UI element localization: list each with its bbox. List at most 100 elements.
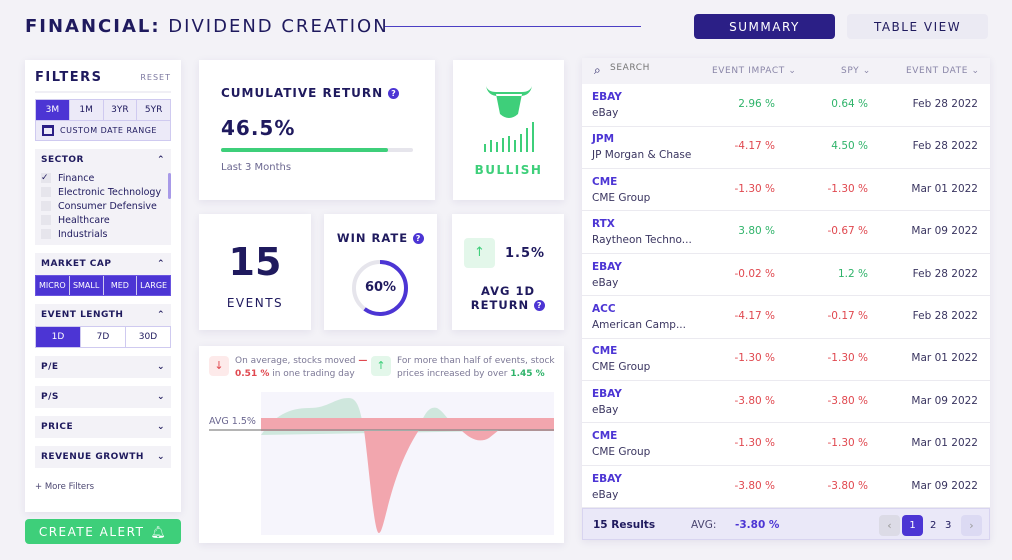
spy-value: 0.64 % bbox=[831, 98, 868, 110]
spy-value: -1.30 % bbox=[827, 182, 868, 195]
sector-consumer-defensive[interactable]: Consumer Defensive bbox=[35, 199, 171, 213]
period-1m[interactable]: 1M bbox=[69, 100, 104, 120]
ticker[interactable]: CME bbox=[592, 175, 618, 188]
insights-chart-card: ↓ On average, stocks moved — 0.51 % in o… bbox=[199, 346, 564, 543]
cap-large[interactable]: LARGE bbox=[137, 276, 170, 295]
table-footer: 15 Results AVG: -3.80 % ‹ 1 2 3 › bbox=[582, 508, 990, 540]
search-input[interactable] bbox=[610, 63, 690, 73]
events-card: 15 EVENTS bbox=[199, 214, 311, 330]
custom-date-range-button[interactable]: CUSTOM DATE RANGE bbox=[35, 121, 171, 141]
table-row[interactable]: ACC American Camp... -4.17 % -0.17 % Feb… bbox=[582, 296, 990, 339]
avg-return-label: AVG 1D bbox=[480, 284, 535, 298]
page-2-button[interactable]: 2 bbox=[930, 520, 937, 531]
page-title: FINANCIAL: DIVIDEND CREATION bbox=[25, 16, 389, 37]
col-event-date[interactable]: EVENT DATE ⌄ bbox=[906, 66, 980, 76]
table-row[interactable]: EBAY eBay -3.80 % -3.80 % Mar 09 2022 bbox=[582, 466, 990, 509]
event-date: Mar 01 2022 bbox=[911, 437, 978, 450]
event-date: Mar 09 2022 bbox=[911, 479, 978, 492]
filter-price[interactable]: PRICE ⌄ bbox=[35, 416, 171, 438]
ticker[interactable]: CME bbox=[592, 430, 618, 443]
table-row[interactable]: EBAY eBay -3.80 % -3.80 % Mar 09 2022 bbox=[582, 381, 990, 424]
table-row[interactable]: CME CME Group -1.30 % -1.30 % Mar 01 202… bbox=[582, 169, 990, 212]
ticker[interactable]: EBAY bbox=[592, 387, 622, 400]
sector-finance[interactable]: ✓ Finance bbox=[41, 172, 95, 184]
event-date: Mar 01 2022 bbox=[911, 352, 978, 365]
filter-revenue-growth[interactable]: REVENUE GROWTH ⌄ bbox=[35, 446, 171, 468]
sector-healthcare[interactable]: Healthcare bbox=[35, 213, 171, 227]
cap-small[interactable]: SMALL bbox=[69, 276, 104, 295]
ticker[interactable]: CME bbox=[592, 345, 618, 358]
cap-micro[interactable]: MICRO bbox=[36, 276, 70, 295]
checkbox-checked-icon: ✓ bbox=[41, 173, 51, 183]
page-3-button[interactable]: 3 bbox=[945, 520, 952, 531]
page-1-button[interactable]: 1 bbox=[902, 515, 923, 536]
table-row[interactable]: RTX Raytheon Techno... 3.80 % -0.67 % Ma… bbox=[582, 211, 990, 254]
chevron-down-icon: ⌄ bbox=[156, 362, 165, 372]
cumulative-return-card: CUMULATIVE RETURN ? 46.5% Last 3 Months bbox=[199, 60, 435, 200]
cap-med[interactable]: MED bbox=[103, 276, 138, 295]
event-date: Mar 09 2022 bbox=[911, 394, 978, 407]
period-3m[interactable]: 3M bbox=[36, 100, 70, 120]
event-impact: -1.30 % bbox=[734, 437, 775, 450]
event-impact: -1.30 % bbox=[734, 182, 775, 195]
ticker[interactable]: ACC bbox=[592, 303, 616, 315]
period-5yr[interactable]: 5YR bbox=[137, 100, 170, 120]
events-label: EVENTS bbox=[226, 296, 284, 310]
filter-pe[interactable]: P/E ⌄ bbox=[35, 356, 171, 378]
spy-value: -1.30 % bbox=[827, 437, 868, 450]
sector-label: SECTOR bbox=[41, 155, 84, 165]
chevron-up-icon[interactable]: ⌃ bbox=[156, 155, 165, 165]
cumulative-return-value: 46.5% bbox=[221, 116, 296, 140]
company-name: eBay bbox=[592, 107, 619, 119]
table-row[interactable]: EBAY eBay 2.96 % 0.64 % Feb 28 2022 bbox=[582, 84, 990, 127]
spy-value: -0.67 % bbox=[827, 225, 868, 238]
col-spy[interactable]: SPY ⌄ bbox=[841, 66, 871, 76]
length-1d[interactable]: 1D bbox=[36, 327, 81, 347]
more-filters-link[interactable]: + More Filters bbox=[35, 482, 95, 492]
chevron-down-icon: ⌄ bbox=[156, 422, 165, 432]
ticker[interactable]: RTX bbox=[592, 218, 615, 231]
ticker[interactable]: EBAY bbox=[592, 472, 622, 485]
help-icon[interactable]: ? bbox=[413, 233, 425, 244]
period-3yr[interactable]: 3YR bbox=[103, 100, 138, 120]
length-30d[interactable]: 30D bbox=[126, 327, 170, 347]
avg-move-text: On average, stocks moved — 0.51 % in one… bbox=[235, 356, 368, 379]
help-icon[interactable]: ? bbox=[388, 88, 400, 99]
company-name: American Camp... bbox=[592, 319, 686, 331]
table-row[interactable]: JPM JP Morgan & Chase -4.17 % 4.50 % Feb… bbox=[582, 126, 990, 169]
event-impact: -3.80 % bbox=[734, 479, 775, 492]
prev-page-button[interactable]: ‹ bbox=[879, 515, 900, 536]
win-rate-value: 60% bbox=[364, 280, 397, 295]
table-view-button[interactable]: TABLE VIEW bbox=[847, 14, 988, 39]
ticker[interactable]: JPM bbox=[592, 133, 615, 146]
scrollbar[interactable] bbox=[168, 173, 171, 199]
avg-label: AVG: bbox=[691, 519, 717, 531]
table-row[interactable]: EBAY eBay -0.02 % 1.2 % Feb 28 2022 bbox=[582, 254, 990, 297]
sector-electronic-technology[interactable]: Electronic Technology bbox=[35, 185, 171, 199]
table-header: ⌕ EVENT IMPACT ⌄ SPY ⌄ EVENT DATE ⌄ bbox=[582, 58, 990, 84]
chevron-up-icon[interactable]: ⌃ bbox=[156, 259, 165, 269]
length-7d[interactable]: 7D bbox=[81, 327, 126, 347]
next-page-button[interactable]: › bbox=[961, 515, 982, 536]
table-row[interactable]: CME CME Group -1.30 % -1.30 % Mar 01 202… bbox=[582, 423, 990, 466]
company-name: Raytheon Techno... bbox=[592, 234, 692, 247]
sentiment-card: BULLISH bbox=[453, 60, 564, 200]
summary-button[interactable]: SUMMARY bbox=[694, 14, 835, 39]
win-rate-card: WIN RATE ? 60% bbox=[324, 214, 437, 330]
ticker[interactable]: EBAY bbox=[592, 91, 622, 103]
ticker[interactable]: EBAY bbox=[592, 260, 622, 273]
chevron-up-icon[interactable]: ⌃ bbox=[156, 310, 165, 320]
filter-ps[interactable]: P/S ⌄ bbox=[35, 386, 171, 408]
help-icon[interactable]: ? bbox=[534, 300, 546, 311]
table-row[interactable]: CME CME Group -1.30 % -1.30 % Mar 01 202… bbox=[582, 338, 990, 381]
arrow-down-icon: ↓ bbox=[209, 356, 229, 376]
event-date: Mar 09 2022 bbox=[911, 225, 978, 238]
sector-filter: SECTOR ⌃ ✓ Finance Electronic Technology C… bbox=[35, 149, 171, 245]
chevron-down-icon: ⌄ bbox=[156, 452, 165, 462]
col-event-impact[interactable]: EVENT IMPACT ⌄ bbox=[712, 66, 797, 76]
reset-link[interactable]: RESET bbox=[140, 73, 171, 82]
company-name: eBay bbox=[592, 276, 619, 289]
sector-industrials[interactable]: Industrials bbox=[35, 227, 171, 241]
create-alert-button[interactable]: CREATE ALERT 🔔︎ bbox=[25, 519, 181, 544]
arrow-up-icon: ↑ bbox=[464, 238, 495, 268]
